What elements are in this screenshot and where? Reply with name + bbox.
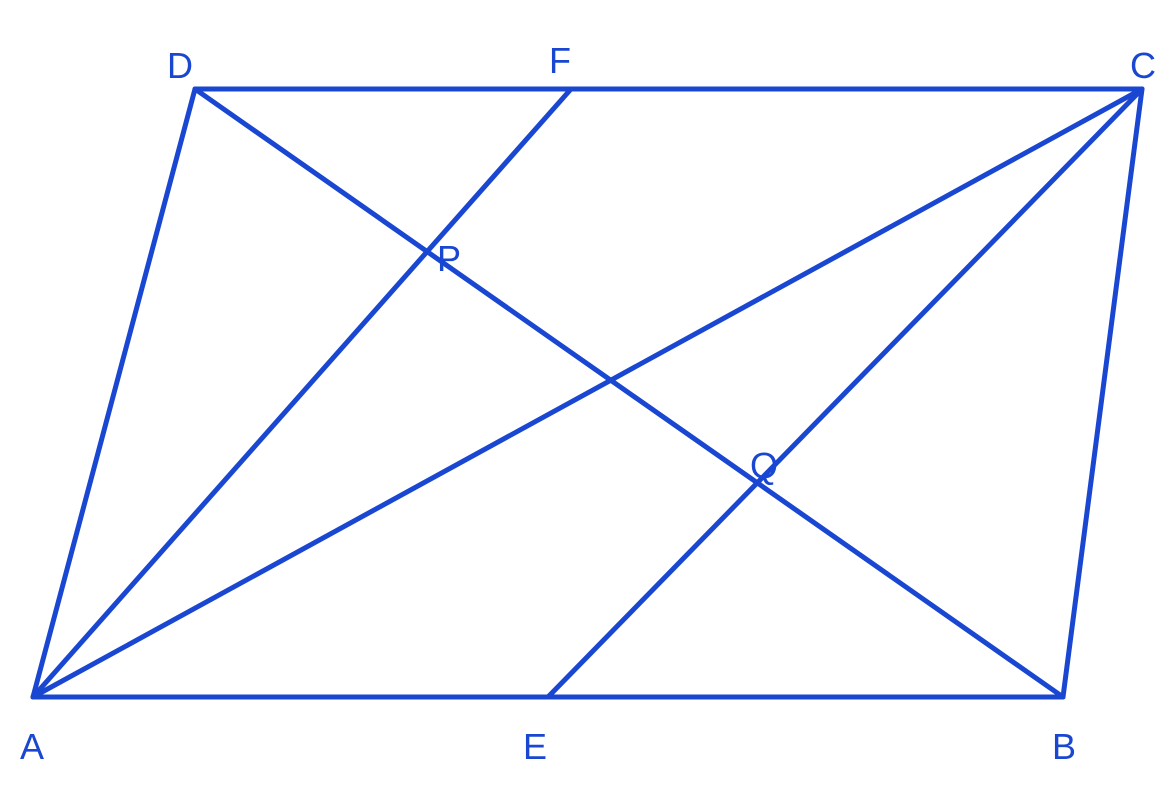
label-D: D: [167, 45, 193, 87]
label-F: F: [549, 40, 571, 82]
label-Q: Q: [750, 445, 778, 487]
label-C: C: [1130, 45, 1156, 87]
geometry-diagram: [0, 0, 1172, 791]
label-E: E: [523, 726, 547, 768]
label-P: P: [437, 238, 461, 280]
label-A: A: [20, 726, 44, 768]
label-B: B: [1052, 726, 1076, 768]
